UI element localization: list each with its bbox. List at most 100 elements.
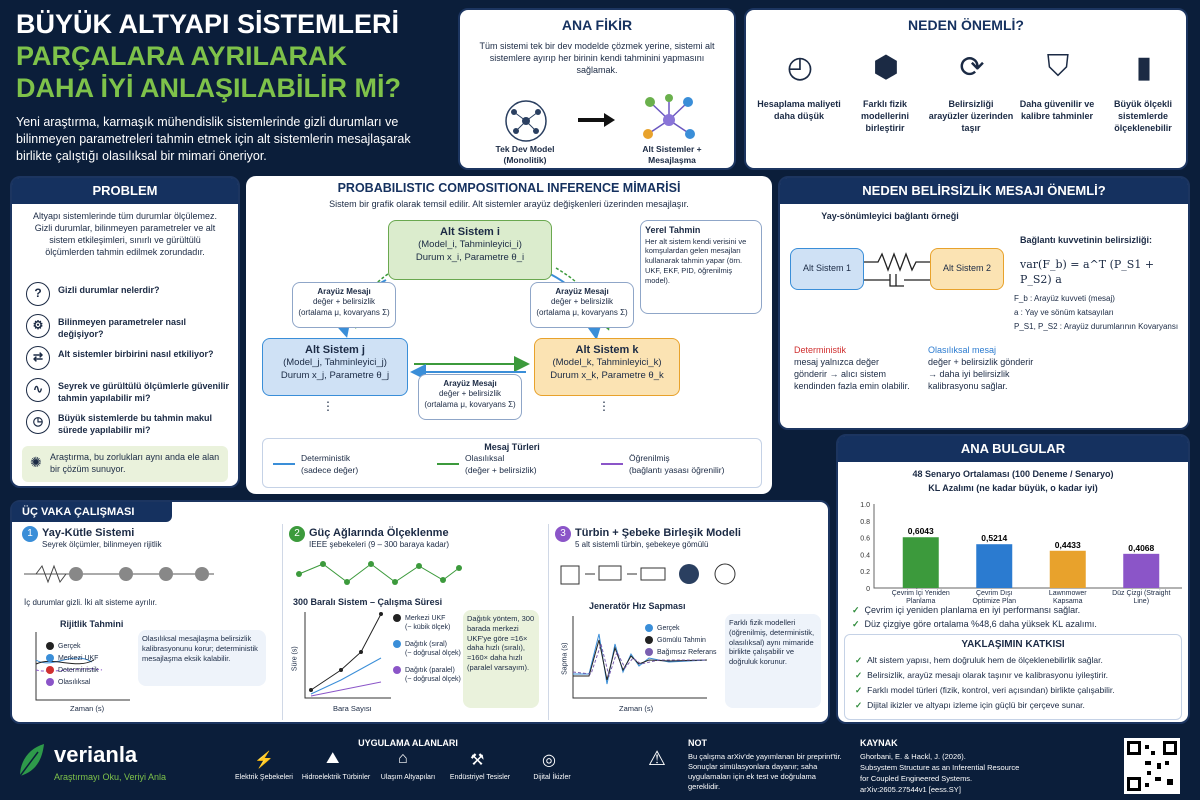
types-title: Mesaj Türleri: [484, 442, 540, 452]
case-2-sub: IEEE şebekeleri (9 – 300 baraya kadar): [309, 540, 450, 549]
ola-text: değer + belirsizlik gönderir → daha iyi …: [928, 357, 1034, 392]
spring-damper-icon: [864, 252, 930, 287]
formula-def-2: a : Yay ve sönüm katsayıları: [1014, 308, 1114, 317]
title-line2: PARÇALARA AYRILARAK: [16, 41, 348, 71]
mimari-title: PROBABILISTIC COMPOSITIONAL INFERENCE Mİ…: [337, 181, 681, 195]
ana-fikir-card: ANA FİKİR Tüm sistemi tek bir dev modeld…: [458, 8, 736, 170]
neden-item-label: Hesaplama maliyeti daha düşük: [757, 99, 841, 122]
subsystem-j-state: Durum x_j, Parametre θ_j: [280, 369, 390, 381]
type-line-icon: [437, 463, 459, 465]
katki-item-text: Belirsizlik, arayüz mesajı olarak taşını…: [867, 670, 1109, 680]
case-1-xlabel: Zaman (s): [70, 704, 105, 713]
legend-note: (~ kübik ölçek): [405, 624, 451, 632]
case-3-plot-title: Jeneratör Hız Sapması: [589, 601, 686, 611]
problem-item-icon: ◷: [26, 410, 50, 434]
det-head: Deterministik: [794, 345, 847, 355]
case-3: 3 Türbin + Şebeke Birleşik Modeli 5 alt …: [548, 524, 826, 720]
case-3-ylabel: Sapma (s): [561, 642, 569, 675]
y-tick-label: 0.4: [860, 552, 870, 559]
formula-def-3: P_S1, P_S2 : Arayüz durumlarının Kovarya…: [1014, 322, 1179, 331]
app-label: Endüstriyel Tesisler: [449, 774, 511, 781]
neden-item-label: Belirsizliği arayüzler üzerinden taşır: [928, 99, 1014, 134]
legend-label: Olasılıksal: [58, 679, 91, 686]
apps-title: UYGULAMA ALANLARI: [358, 738, 458, 748]
title-line1: BÜYÜK ALTYAPI SİSTEMLERİ: [16, 9, 400, 39]
case-2-xlabel: Bara Sayısı: [333, 704, 372, 713]
mimari-card: PROBABILISTIC COMPOSITIONAL INFERENCE Mİ…: [246, 176, 772, 494]
app-label: Ulaşım Altyapıları: [380, 774, 436, 781]
case-2-number: 2: [289, 526, 305, 542]
subsystem-network-icon: [643, 94, 695, 139]
bar: [902, 537, 939, 588]
problem-card: PROBLEM Altyapı sistemlerinde tüm duruml…: [10, 176, 240, 488]
bar-value-label: 0,5214: [981, 533, 1007, 543]
vaka-title: ÜÇ VAKA ÇALIŞMASI: [22, 506, 135, 518]
katki-item-text: Farklı model türleri (fizik, kontrol, ve…: [867, 685, 1115, 695]
katki-item: ✓ Alt sistem yapısı, hem doğruluk hem de …: [855, 655, 1103, 666]
problem-item-icon: ∿: [26, 378, 50, 402]
ola-head: Olasılıksal mesaj: [928, 345, 997, 355]
message-line: (ortalama μ, kovaryans Σ): [298, 307, 390, 317]
case-1-desc: Olasılıksal mesajlaşma belirsizlik kalib…: [138, 630, 266, 686]
case-1-plot-title: Rijitlik Tahmini: [60, 619, 124, 629]
yerel-desc: Her alt sistem kendi verisini ve komşula…: [645, 236, 747, 285]
app-icon: ⌂: [398, 750, 408, 767]
y-tick-label: 1.0: [860, 502, 870, 509]
problem-title: PROBLEM: [12, 178, 238, 204]
gauge-icon: ◴: [786, 51, 814, 84]
app-icon: ⚡: [254, 752, 274, 769]
formula: var(F_b) = a^T (P_S1 + P_S2) a: [1020, 258, 1155, 286]
type-line-icon: [273, 463, 295, 465]
problem-item-text: Gizli durumlar nelerdir?: [58, 285, 160, 295]
message-line: (ortalama μ, kovaryans Σ): [424, 399, 516, 409]
legend-label: Dağıtık (sıral): [405, 641, 448, 648]
leaf-logo-icon: [19, 744, 44, 777]
ana-fikir-title: ANA FİKİR: [561, 17, 633, 33]
cubes-icon: ⬢: [872, 51, 900, 84]
kaynak-line-2: Subsystem Structure as an Inferential Re…: [860, 763, 1020, 772]
problem-item-icon: ?: [26, 282, 50, 306]
ellipsis-j: ⋮: [322, 399, 334, 413]
subsystem-i-name: Alt Sistem i: [440, 226, 500, 238]
case-1-plot: [35, 632, 130, 701]
bars-icon: ▮: [1135, 51, 1153, 84]
mass-spring-icon: [24, 564, 214, 584]
kaynak-line-4: arXiv:2605.27544v1 [eess.SY]: [860, 785, 961, 794]
case-2-leg-2: Dağıtık (sıral) (~ doğrusal ölçek): [393, 640, 461, 659]
warning-icon: ⚠: [648, 748, 666, 770]
problem-item-text: Alt sistemler birbirini nasıl etkiliyor?: [58, 349, 214, 359]
message-line: değer + belirsizlik: [312, 297, 376, 307]
bulgular-chart-sub: KL Azalımı (ne kadar büyük, o kadar iyi): [928, 483, 1098, 493]
y-tick-label: 0.8: [860, 519, 870, 526]
neden-title: NEDEN ÖNEMLİ?: [908, 17, 1024, 33]
subsystem-j[interactable]: Alt Sistem j (Model_j, Tahminleyici_j) D…: [262, 338, 408, 396]
case-3-plot: [572, 616, 708, 699]
y-tick-label: 0.2: [860, 569, 870, 576]
kl-bar-chart: 0 0.2 0.4 0.6 0.8 1.0 0,6043 0,5214 0,4433 0,4068: [860, 502, 1182, 593]
qr-code[interactable]: [1124, 738, 1180, 794]
legend-label: Merkezi UKF: [405, 615, 446, 622]
katki-item-text: Dijital ikizler ve altyapı izleme için g…: [867, 700, 1085, 710]
katki-box: YAKLAŞIMIN KATKISI ✓ Alt sistem yapısı, h…: [844, 634, 1182, 720]
not-title: NOT: [688, 738, 707, 748]
not-text: Bu çalışma arXiv'de yayımlanan bir prepr…: [688, 752, 842, 792]
title-line3: DAHA İYİ ANLAŞILABİLİR Mİ?: [16, 73, 401, 103]
problem-item-icon: ⇄: [26, 346, 50, 370]
case-2-title: Güç Ağlarında Ölçeklenme: [309, 527, 449, 539]
subsystem-k[interactable]: Alt Sistem k (Model_k, Tahminleyici_k) D…: [534, 338, 680, 396]
legend-note: (~ doğrusal ölçek): [405, 650, 461, 658]
sync-icon: ⟳: [959, 51, 985, 84]
case-1-leg-4: Olasılıksal: [46, 678, 90, 687]
yerel-title: Yerel Tahmin: [645, 225, 701, 235]
footer-source: KAYNAK Ghorbani, E. & Hackl, J. (2026). …: [860, 730, 1060, 800]
bar: [976, 544, 1013, 588]
bulgular-check-text: Çevrim içi yeniden planlama en iyi perfo…: [864, 605, 1081, 615]
case-1-title: Yay-Kütle Sistemi: [42, 527, 135, 539]
bar-category-label: Çevrim İçi Yeniden Planlama: [891, 590, 950, 605]
problem-note-box: ✺ Araştırma, bu zorlukları aynı anda ele…: [22, 446, 228, 482]
subsystem-i[interactable]: Alt Sistem i (Model_i, Tahminleyici_i) D…: [388, 220, 552, 280]
bulgular-chart-title: 48 Senaryo Ortalaması (100 Deneme / Sena…: [912, 469, 1114, 479]
problem-text: Altyapı sistemlerinde tüm durumlar ölçül…: [32, 211, 218, 258]
case-3-desc: Farklı fizik modelleri (öğrenilmiş, dete…: [725, 614, 821, 708]
kaynak-line-1: Ghorbani, E. & Hackl, J. (2026).: [860, 752, 966, 761]
